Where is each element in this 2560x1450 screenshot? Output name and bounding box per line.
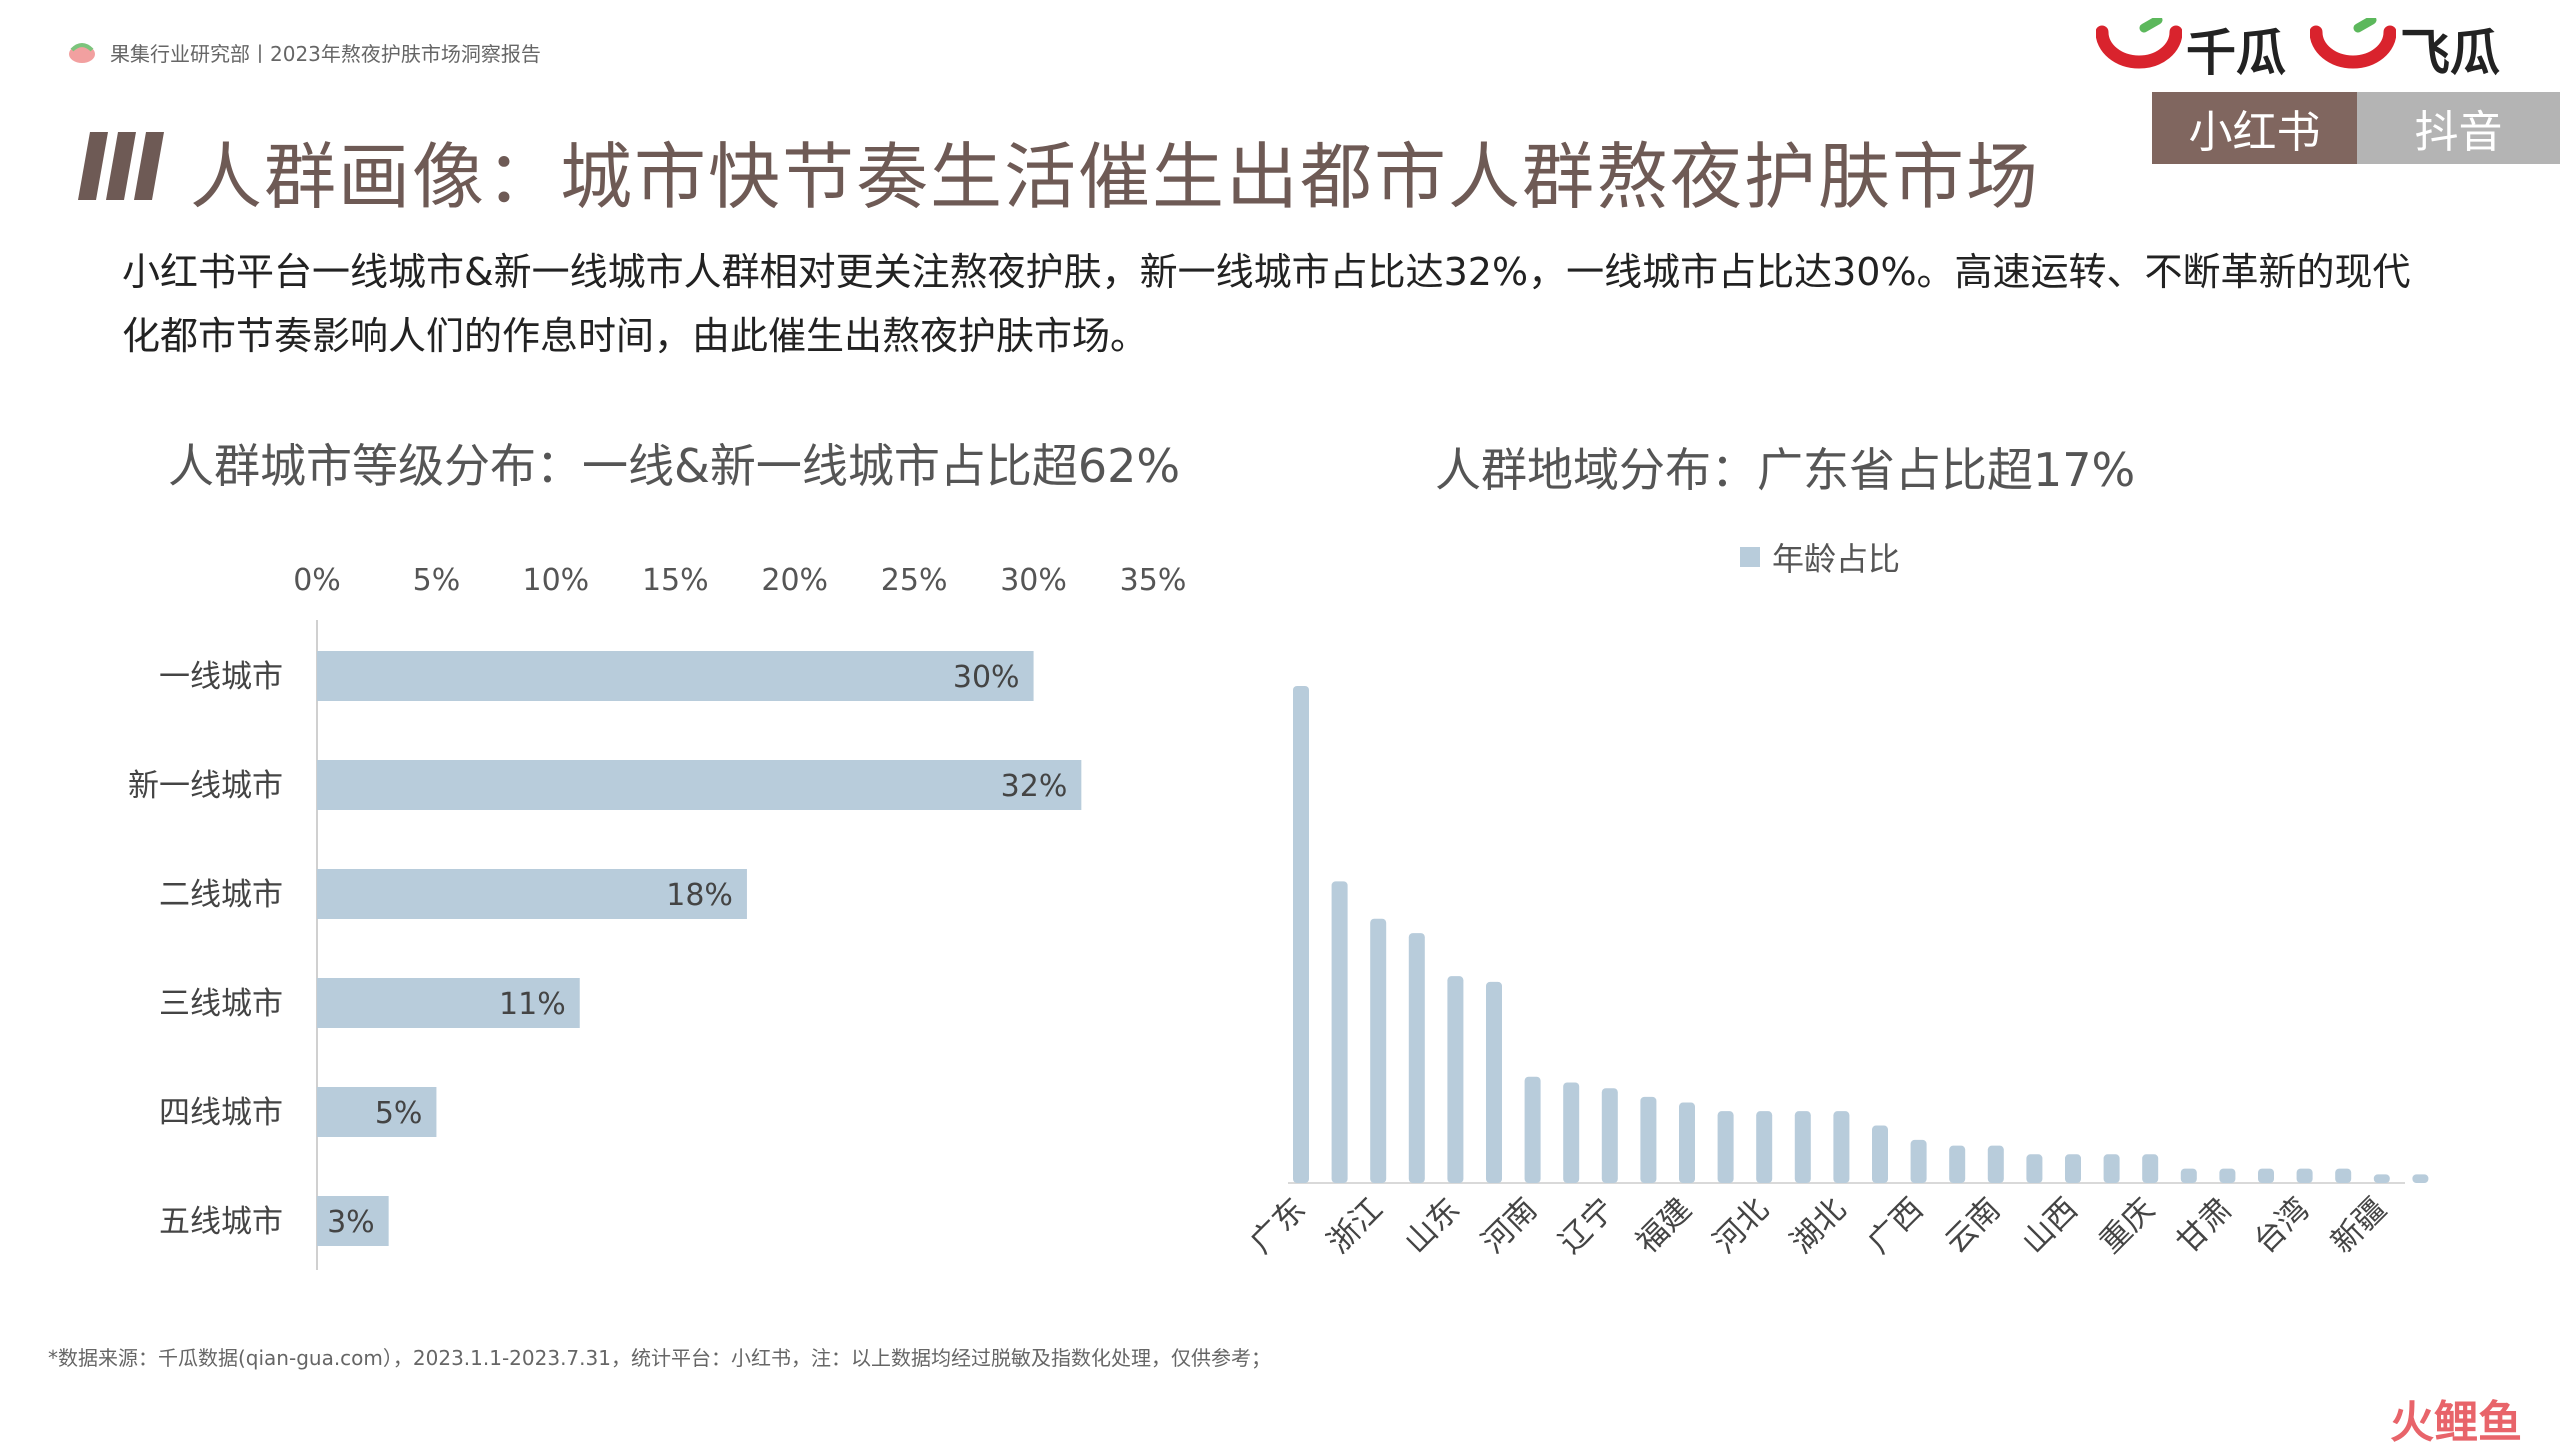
bar <box>2026 1154 2043 1183</box>
x-tick-label: 新疆 <box>2324 1191 2393 1260</box>
qiangua-logo-icon <box>2096 18 2182 69</box>
x-tick-label: 30% <box>1000 563 1067 598</box>
brand-name-feigua: 飞瓜 <box>2400 24 2500 82</box>
bar <box>2258 1168 2274 1183</box>
report-header-text: 果集行业研究部丨2023年熬夜护肤市场洞察报告 <box>110 42 541 66</box>
x-tick-label: 15% <box>642 563 709 598</box>
data-label: 30% <box>953 660 1020 695</box>
chart-title-city-tier: 人群城市等级分布：一线&新一线城市占比超62% <box>168 439 1181 493</box>
bar <box>317 760 1082 810</box>
bar <box>1756 1111 1773 1183</box>
bar <box>317 1196 389 1246</box>
bar <box>1833 1111 1850 1183</box>
x-tick-label: 35% <box>1120 563 1187 598</box>
bar <box>1331 881 1348 1183</box>
tab-xiaohongshu[interactable]: 小红书 <box>2152 92 2357 164</box>
bar <box>2142 1154 2159 1183</box>
bar <box>1872 1125 1888 1183</box>
bar <box>1293 686 1309 1183</box>
bar <box>1370 918 1387 1183</box>
watermark-logo: 火鲤鱼 <box>2390 1397 2522 1448</box>
x-tick-label: 浙江 <box>1321 1191 1390 1260</box>
bar <box>2065 1154 2081 1183</box>
bar <box>1524 1076 1541 1183</box>
bar <box>1447 976 1464 1183</box>
brand-name-qiangua: 千瓜 <box>2186 24 2286 82</box>
bar <box>317 1087 437 1137</box>
x-tick-label: 甘肃 <box>2170 1191 2239 1260</box>
city-tier-bar-chart: 0% 5% 10% 15% 20% 25% 30% 35% 一线城市 30% 新一线城市 32% 二线城… <box>128 563 1187 1270</box>
x-tick-label: 5% <box>413 563 461 598</box>
x-tick-label: 山东 <box>1398 1191 1467 1260</box>
bar <box>317 651 1034 701</box>
source-note: *数据来源：千瓜数据(qian-gua.com），2023.1.1-2023.7… <box>48 1346 1271 1370</box>
category-label: 五线城市 <box>159 1204 283 1240</box>
x-tick-label: 河北 <box>1707 1191 1776 1260</box>
feigua-brand: 飞瓜 <box>2310 18 2500 82</box>
bar <box>317 978 580 1028</box>
bar <box>2335 1168 2352 1183</box>
feigua-logo-icon <box>2310 18 2396 69</box>
bar <box>1486 981 1502 1183</box>
bar <box>1794 1111 1811 1183</box>
x-tick-label: 福建 <box>1629 1191 1698 1260</box>
x-tick-label: 0% <box>293 563 341 598</box>
x-tick-label: 河南 <box>1475 1191 1544 1260</box>
data-label: 11% <box>499 987 566 1022</box>
bar <box>1987 1145 2004 1183</box>
bar <box>1640 1096 1657 1183</box>
x-tick-label: 广西 <box>1861 1191 1930 1260</box>
page-title: 人群画像：城市快节奏生活催生出都市人群熬夜护肤市场 <box>190 135 2041 219</box>
bar <box>1717 1111 1734 1183</box>
chart-title-region: 人群地域分布：广东省占比超17% <box>1435 443 2136 497</box>
x-tick-label: 山西 <box>2015 1191 2084 1260</box>
legend-swatch <box>1740 547 1760 567</box>
bar <box>1679 1102 1695 1183</box>
bar <box>2412 1174 2429 1183</box>
x-tick-label: 云南 <box>1938 1191 2007 1260</box>
legend-label: 年龄占比 <box>1772 540 1901 578</box>
data-label: 5% <box>375 1096 423 1131</box>
bar <box>2103 1154 2120 1183</box>
bar <box>1910 1139 1927 1183</box>
x-tick-label: 辽宁 <box>1552 1191 1621 1260</box>
x-tick-label: 台湾 <box>2247 1191 2316 1260</box>
legend: 年龄占比 <box>1740 534 1900 580</box>
tab-douyin[interactable]: 抖音 <box>2357 92 2560 164</box>
title-stripes-icon <box>78 132 164 200</box>
x-tick-label: 10% <box>523 563 590 598</box>
bar <box>1949 1145 1966 1183</box>
x-tick-label: 20% <box>761 563 828 598</box>
description-text: 小红书平台一线城市&新一线城市人群相对更关注熬夜护肤，新一线城市占比达32%，一… <box>122 250 2411 358</box>
x-tick-label: 25% <box>881 563 948 598</box>
bar <box>1601 1088 1618 1183</box>
bar <box>2296 1168 2313 1183</box>
data-label: 18% <box>666 878 733 913</box>
region-bar-chart: 广东 浙江 山东 河南 辽宁 福建 河北 湖北 广西 云南 山西 重庆 甘肃 台湾 新疆 <box>1243 686 2429 1260</box>
qiangua-brand: 千瓜 <box>2096 18 2286 82</box>
data-label: 32% <box>1001 769 1068 804</box>
category-label: 四线城市 <box>159 1095 283 1131</box>
report-logo-icon <box>69 43 95 63</box>
data-label: 3% <box>327 1205 375 1240</box>
bar <box>1408 933 1425 1183</box>
bar <box>317 869 747 919</box>
category-label: 一线城市 <box>159 659 283 695</box>
bar <box>2219 1168 2236 1183</box>
category-label: 新一线城市 <box>128 768 283 804</box>
category-label: 三线城市 <box>159 986 283 1022</box>
bar <box>2373 1174 2390 1183</box>
bar <box>2180 1168 2197 1183</box>
category-label: 二线城市 <box>159 877 283 913</box>
x-tick-label: 广东 <box>1243 1191 1312 1260</box>
x-tick-label: 重庆 <box>2093 1191 2162 1260</box>
x-tick-label: 湖北 <box>1784 1191 1853 1260</box>
bar <box>1563 1082 1580 1183</box>
